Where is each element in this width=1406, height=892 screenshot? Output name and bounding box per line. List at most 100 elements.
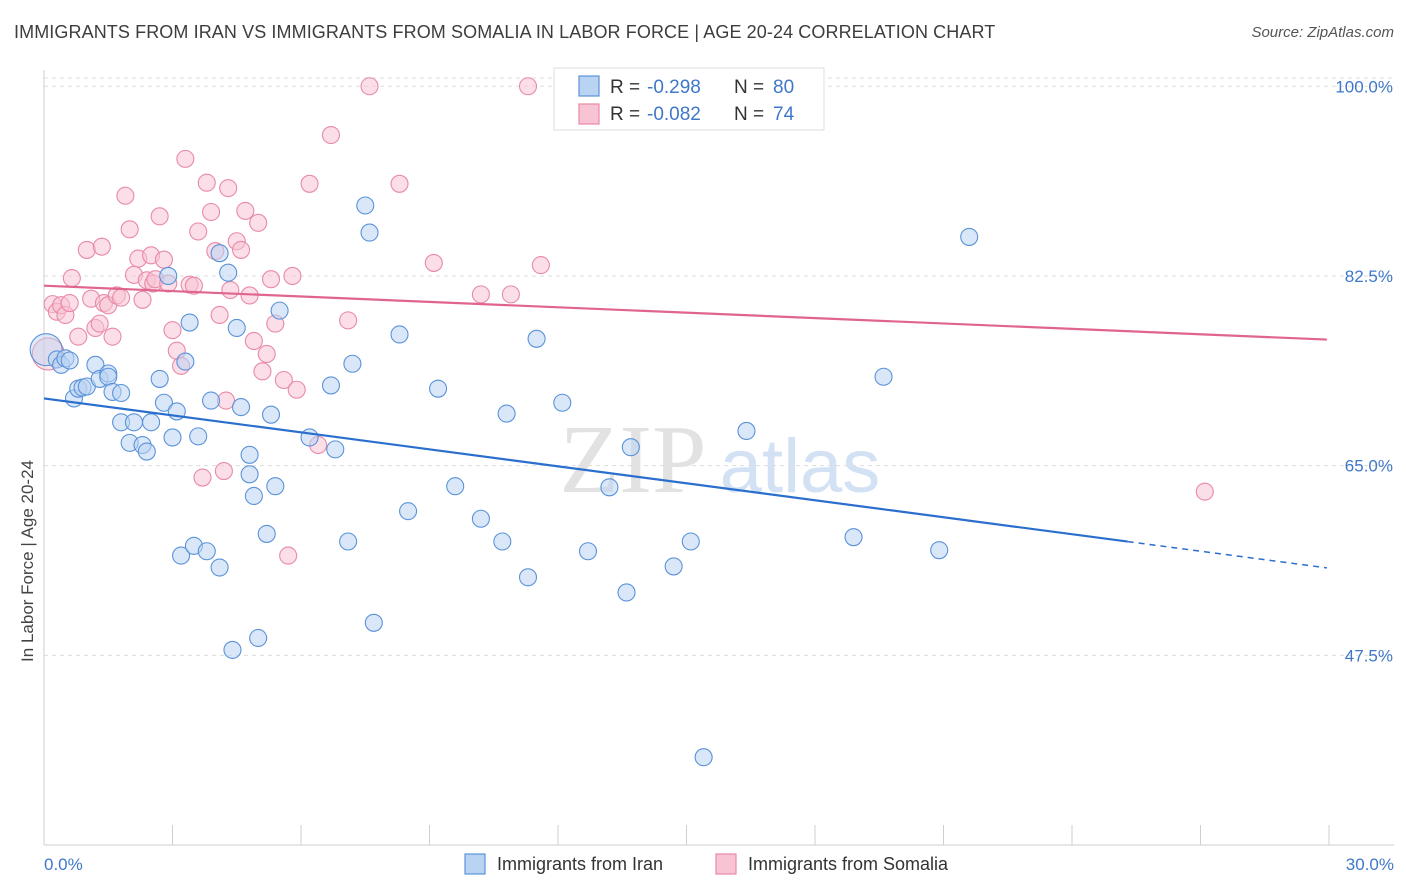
iran-point: [150, 369, 169, 388]
somalia-point: [210, 305, 229, 325]
iran-point: [493, 532, 512, 551]
iran-point: [578, 542, 598, 561]
iran-point: [694, 748, 713, 767]
iran-point: [621, 438, 640, 457]
iran-point: [399, 502, 418, 521]
y-tick-label: 47.5%: [1345, 646, 1393, 665]
somalia-point: [287, 380, 306, 399]
iran-point: [142, 413, 161, 432]
y-tick-label: 100.0%: [1335, 77, 1393, 96]
iran-point: [231, 398, 251, 417]
somalia-point: [202, 202, 221, 222]
iran-point: [600, 478, 619, 497]
iran-point: [429, 379, 448, 398]
somalia-point: [120, 220, 139, 239]
series-somalia-points: [31, 77, 1214, 565]
bottom-legend-swatch-somalia: [715, 853, 737, 875]
legend-n-value-iran: 80: [773, 77, 794, 98]
somalia-point: [184, 276, 203, 295]
bottom-legend-label-iran: Immigrants from Iran: [497, 854, 663, 874]
iran-point: [960, 227, 979, 246]
bottom-legend-swatch-iran: [464, 853, 486, 875]
somalia-point: [274, 370, 293, 390]
somalia-point: [214, 461, 233, 481]
somalia-point: [279, 546, 298, 565]
iran-point: [189, 427, 208, 446]
iran-point: [261, 405, 281, 424]
grid-lines: [44, 77, 1394, 656]
y-tick-label: 82.5%: [1345, 267, 1393, 286]
iran-point: [300, 428, 319, 447]
iran-point: [210, 558, 229, 577]
iran-point: [874, 367, 893, 386]
bottom-legend: Immigrants from Iran Immigrants from Som…: [464, 853, 949, 875]
somalia-point: [163, 321, 182, 340]
somalia-point: [257, 344, 276, 364]
somalia-point: [321, 125, 341, 145]
iran-point: [240, 465, 259, 484]
somalia-point: [189, 222, 208, 241]
iran-point: [219, 263, 238, 282]
somalia-point: [283, 266, 302, 285]
iran-point: [163, 428, 182, 447]
iran-point: [664, 557, 683, 576]
iran-point: [321, 376, 341, 395]
somalia-point: [69, 327, 88, 346]
iran-point: [227, 318, 246, 338]
somalia-point: [360, 77, 379, 96]
somalia-point: [133, 290, 152, 309]
somalia-point: [471, 285, 490, 304]
iran-point: [176, 352, 195, 371]
somalia-point: [221, 280, 240, 300]
somalia-point: [236, 201, 255, 220]
iran-point: [326, 440, 345, 459]
source-label: Source: ZipAtlas.com: [1251, 24, 1394, 41]
somalia-point: [197, 173, 216, 192]
somalia-point: [424, 253, 443, 272]
iran-point: [356, 196, 375, 215]
iran-point: [339, 532, 358, 551]
somalia-point: [219, 179, 238, 198]
somalia-point: [244, 331, 263, 351]
x-tick-labels: 0.0% 30.0%: [44, 855, 1394, 874]
somalia-point: [339, 311, 358, 330]
iran-point: [244, 486, 263, 506]
x-tick-label-max: 30.0%: [1346, 855, 1394, 874]
somalia-point: [112, 288, 131, 307]
legend-swatch-somalia: [578, 103, 600, 125]
watermark: ZIP atlas: [560, 406, 881, 514]
iran-point: [240, 445, 259, 464]
iran-point: [112, 383, 131, 403]
iran-point: [124, 413, 143, 432]
iran-point: [360, 223, 379, 242]
somalia-point: [390, 174, 409, 193]
legend-n-label-somalia: N =: [734, 104, 764, 125]
iran-point: [446, 477, 465, 496]
iran-point: [249, 628, 268, 648]
somalia-point: [249, 213, 268, 232]
iran-point: [60, 351, 79, 370]
legend-r-value-somalia: -0.082: [647, 104, 701, 125]
watermark-zip: ZIP: [560, 406, 707, 514]
iran-point: [99, 367, 118, 386]
legend: R = -0.298 N = 80 R = -0.082 N = 74: [553, 67, 825, 131]
iran-point: [197, 542, 216, 561]
somalia-point: [531, 256, 550, 275]
somalia-point: [176, 149, 195, 168]
somalia-point: [92, 237, 111, 256]
x-tick-label-min: 0.0%: [44, 855, 83, 874]
iran-point: [497, 404, 516, 423]
somalia-point: [231, 240, 251, 259]
iran-point: [681, 532, 700, 551]
bottom-legend-label-somalia: Immigrants from Somalia: [748, 854, 949, 874]
iran-point: [257, 524, 276, 543]
iran-point: [518, 568, 538, 587]
legend-r-label-iran: R =: [610, 77, 640, 98]
y-tick-labels: 100.0% 82.5% 65.0% 47.5%: [1335, 77, 1393, 665]
somalia-point: [77, 240, 96, 259]
somalia-point: [300, 174, 319, 193]
iran-point: [527, 329, 546, 348]
legend-swatch-iran: [578, 75, 600, 97]
iran-point: [202, 391, 221, 410]
legend-n-value-somalia: 74: [773, 104, 795, 125]
